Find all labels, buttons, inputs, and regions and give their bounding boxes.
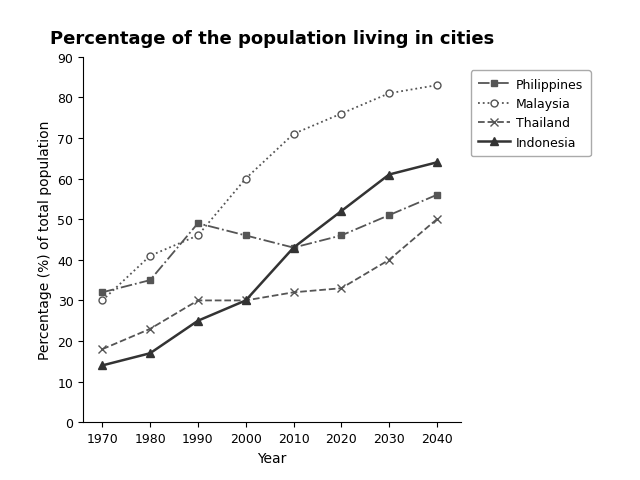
Malaysia bbox=[194, 233, 202, 239]
Philippines bbox=[385, 213, 393, 218]
Indonesia bbox=[385, 172, 393, 178]
Malaysia bbox=[242, 176, 250, 182]
Thailand bbox=[433, 217, 441, 223]
Thailand bbox=[385, 257, 393, 263]
Line: Philippines: Philippines bbox=[99, 192, 440, 296]
X-axis label: Year: Year bbox=[257, 451, 287, 465]
Title: Percentage of the population living in cities: Percentage of the population living in c… bbox=[50, 30, 494, 48]
Philippines bbox=[147, 277, 154, 283]
Malaysia bbox=[337, 111, 345, 117]
Indonesia bbox=[194, 318, 202, 324]
Indonesia bbox=[147, 350, 154, 356]
Philippines bbox=[99, 290, 106, 296]
Line: Thailand: Thailand bbox=[98, 216, 441, 354]
Indonesia bbox=[242, 298, 250, 304]
Thailand bbox=[337, 286, 345, 291]
Malaysia bbox=[385, 91, 393, 97]
Thailand bbox=[242, 298, 250, 304]
Philippines bbox=[290, 245, 298, 251]
Indonesia bbox=[99, 363, 106, 369]
Indonesia bbox=[433, 160, 441, 166]
Philippines bbox=[194, 221, 202, 227]
Philippines bbox=[337, 233, 345, 239]
Y-axis label: Percentage (%) of total population: Percentage (%) of total population bbox=[38, 120, 52, 360]
Thailand bbox=[99, 347, 106, 352]
Philippines bbox=[433, 192, 441, 198]
Thailand bbox=[147, 326, 154, 332]
Malaysia bbox=[290, 132, 298, 137]
Malaysia bbox=[147, 253, 154, 259]
Thailand bbox=[290, 290, 298, 296]
Malaysia bbox=[433, 83, 441, 89]
Philippines bbox=[242, 233, 250, 239]
Indonesia bbox=[337, 209, 345, 215]
Legend: Philippines, Malaysia, Thailand, Indonesia: Philippines, Malaysia, Thailand, Indones… bbox=[471, 71, 591, 156]
Indonesia bbox=[290, 245, 298, 251]
Line: Indonesia: Indonesia bbox=[98, 159, 441, 370]
Line: Malaysia: Malaysia bbox=[99, 83, 440, 304]
Thailand bbox=[194, 298, 202, 304]
Malaysia bbox=[99, 298, 106, 304]
